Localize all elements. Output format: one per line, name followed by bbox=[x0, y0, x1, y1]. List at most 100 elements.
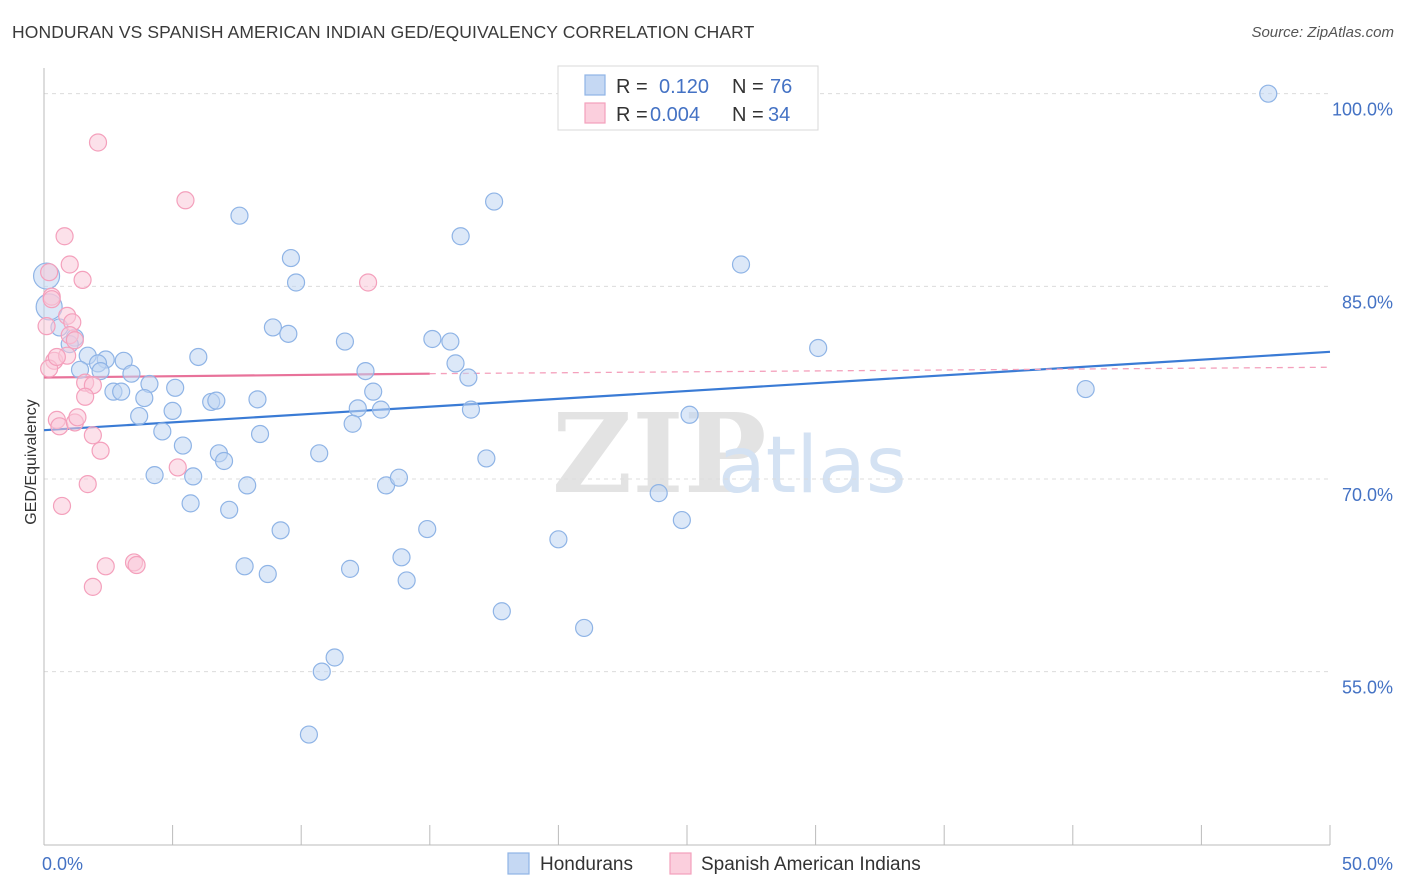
point-hondurans-16 bbox=[112, 382, 131, 401]
y-tick-labels: 100.0% 85.0% 70.0% 55.0% bbox=[1332, 100, 1393, 698]
point-spanish-american-indians-26 bbox=[127, 555, 146, 575]
point-hondurans-32 bbox=[181, 494, 200, 513]
y-axis-label: GED/Equivalency bbox=[23, 399, 40, 524]
x-tick-label-1: 50.0% bbox=[1342, 854, 1393, 874]
legend-r-value-1: 0.120 bbox=[659, 76, 709, 98]
point-spanish-american-indians-30 bbox=[358, 273, 378, 292]
point-spanish-american-indians-33 bbox=[47, 347, 66, 367]
top-legend: R = 0.120 N = 76 R = 0.004 N = 34 bbox=[557, 65, 819, 131]
bottom-legend-swatch-hondurans bbox=[507, 852, 530, 875]
y-tick-label-3: 55.0% bbox=[1342, 678, 1393, 698]
legend-r-value-2: 0.004 bbox=[650, 104, 700, 126]
point-hondurans-40 bbox=[279, 324, 298, 343]
bottom-legend-label-hondurans: Hondurans bbox=[540, 854, 633, 875]
point-hondurans-52 bbox=[397, 571, 416, 590]
point-spanish-american-indians-1 bbox=[40, 263, 59, 282]
point-hondurans-44 bbox=[364, 382, 383, 401]
point-spanish-american-indians-6 bbox=[60, 255, 79, 274]
point-hondurans-43 bbox=[356, 361, 375, 381]
point-hondurans-11 bbox=[122, 364, 141, 383]
point-hondurans-47 bbox=[343, 414, 362, 433]
point-hondurans-12 bbox=[189, 347, 208, 367]
point-hondurans-73 bbox=[1076, 379, 1095, 399]
point-hondurans-55 bbox=[441, 332, 460, 351]
x-tick-labels: 0.0% 50.0% bbox=[42, 854, 1393, 874]
x-tick-label-0: 0.0% bbox=[42, 854, 83, 874]
grid-lines bbox=[44, 93, 1330, 673]
point-spanish-american-indians-15 bbox=[76, 387, 95, 406]
point-hondurans-51 bbox=[392, 548, 411, 567]
point-hondurans-19 bbox=[207, 391, 226, 410]
point-spanish-american-indians-24 bbox=[96, 557, 115, 576]
point-spanish-american-indians-28 bbox=[168, 458, 187, 477]
point-hondurans-39 bbox=[263, 318, 283, 337]
bottom-legend-swatch-spanish-american-indians bbox=[669, 852, 692, 875]
point-hondurans-53 bbox=[418, 519, 437, 539]
point-spanish-american-indians-29 bbox=[176, 191, 195, 210]
point-hondurans-36 bbox=[258, 564, 277, 584]
point-spanish-american-indians-0 bbox=[37, 317, 56, 336]
point-hondurans-14 bbox=[166, 378, 185, 397]
data-points bbox=[32, 84, 1278, 744]
point-spanish-american-indians-32 bbox=[65, 331, 84, 350]
point-hondurans-67 bbox=[575, 618, 594, 638]
point-hondurans-60 bbox=[451, 227, 470, 246]
point-hondurans-46 bbox=[371, 400, 391, 419]
point-hondurans-31 bbox=[238, 476, 257, 495]
point-spanish-american-indians-7 bbox=[73, 270, 92, 290]
point-spanish-american-indians-31 bbox=[42, 290, 61, 309]
point-spanish-american-indians-19 bbox=[68, 408, 87, 427]
point-hondurans-20 bbox=[248, 390, 267, 409]
axes bbox=[43, 68, 1331, 846]
legend-r-label-2: R = bbox=[616, 104, 648, 126]
legend-n-value-1: 76 bbox=[770, 76, 792, 98]
point-hondurans-22 bbox=[130, 406, 149, 426]
point-spanish-american-indians-5 bbox=[55, 227, 74, 246]
point-hondurans-29 bbox=[145, 466, 164, 485]
point-hondurans-17 bbox=[135, 388, 154, 408]
point-hondurans-63 bbox=[325, 648, 344, 667]
point-hondurans-10 bbox=[91, 361, 110, 381]
point-hondurans-49 bbox=[389, 468, 409, 487]
legend-n-value-2: 34 bbox=[768, 104, 790, 126]
point-hondurans-41 bbox=[335, 332, 355, 351]
point-hondurans-24 bbox=[250, 424, 270, 444]
point-hondurans-58 bbox=[461, 400, 481, 419]
point-hondurans-21 bbox=[163, 401, 182, 421]
legend-swatch-pink bbox=[584, 102, 606, 124]
y-tick-label-1: 85.0% bbox=[1342, 292, 1393, 312]
bottom-legend-label-spanish-american-indians: Spanish American Indians bbox=[701, 854, 921, 875]
legend-swatch-blue bbox=[584, 74, 606, 96]
point-spanish-american-indians-21 bbox=[91, 441, 110, 460]
trend-line-hondurans bbox=[43, 350, 1331, 432]
point-hondurans-74 bbox=[1259, 84, 1278, 103]
point-hondurans-35 bbox=[235, 557, 254, 576]
point-hondurans-56 bbox=[446, 354, 465, 373]
bottom-legend: Hondurans Spanish American Indians bbox=[507, 852, 921, 875]
point-hondurans-68 bbox=[649, 484, 668, 503]
point-hondurans-33 bbox=[220, 500, 239, 519]
point-hondurans-23 bbox=[153, 422, 172, 441]
point-hondurans-62 bbox=[492, 602, 511, 621]
point-hondurans-45 bbox=[348, 399, 367, 418]
legend-n-label-2: N = bbox=[732, 104, 764, 126]
y-tick-label-0: 100.0% bbox=[1332, 100, 1393, 120]
point-spanish-american-indians-17 bbox=[50, 417, 69, 436]
point-hondurans-61 bbox=[485, 192, 504, 211]
point-hondurans-71 bbox=[731, 255, 751, 274]
point-hondurans-27 bbox=[214, 451, 234, 471]
legend-r-label-1: R = bbox=[616, 76, 648, 98]
point-hondurans-59 bbox=[477, 449, 496, 468]
point-spanish-american-indians-22 bbox=[78, 475, 97, 494]
point-hondurans-28 bbox=[310, 444, 329, 463]
point-hondurans-70 bbox=[680, 405, 699, 424]
point-hondurans-34 bbox=[271, 521, 290, 540]
chart-title: HONDURAN VS SPANISH AMERICAN INDIAN GED/… bbox=[12, 22, 755, 42]
y-tick-label-2: 70.0% bbox=[1342, 485, 1393, 505]
point-hondurans-54 bbox=[423, 329, 442, 349]
point-spanish-american-indians-27 bbox=[83, 577, 102, 596]
watermark-atlas: atlas bbox=[718, 421, 907, 511]
point-hondurans-66 bbox=[549, 530, 568, 549]
point-hondurans-64 bbox=[312, 662, 331, 681]
